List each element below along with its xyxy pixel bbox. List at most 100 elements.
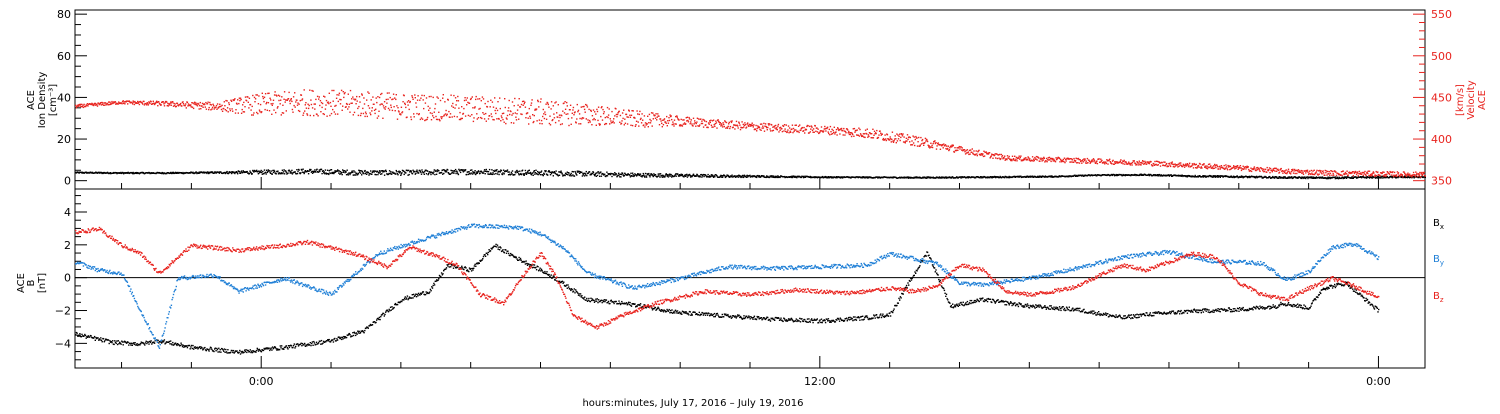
data-point bbox=[906, 140, 907, 141]
data-point bbox=[995, 157, 996, 158]
data-point bbox=[387, 92, 388, 93]
data-point bbox=[935, 142, 936, 143]
data-point bbox=[391, 173, 392, 174]
data-point bbox=[286, 110, 287, 111]
data-point bbox=[671, 119, 672, 120]
data-point bbox=[417, 100, 418, 101]
data-point bbox=[598, 171, 599, 172]
data-point bbox=[397, 119, 398, 120]
data-point bbox=[571, 173, 572, 174]
data-point bbox=[571, 124, 572, 125]
data-point bbox=[200, 108, 201, 109]
data-point bbox=[989, 152, 990, 153]
data-point bbox=[743, 177, 744, 178]
data-point bbox=[433, 171, 434, 172]
data-point bbox=[473, 117, 474, 118]
data-point bbox=[1081, 163, 1082, 164]
data-point bbox=[450, 173, 451, 174]
data-point bbox=[920, 137, 921, 138]
data-point bbox=[215, 107, 216, 108]
data-point bbox=[191, 106, 192, 107]
data-point bbox=[1073, 158, 1074, 159]
data-point bbox=[890, 136, 891, 137]
data-point bbox=[1169, 163, 1170, 164]
data-point bbox=[924, 142, 925, 143]
data-point bbox=[918, 137, 919, 138]
data-point bbox=[234, 98, 235, 99]
data-point bbox=[701, 121, 702, 122]
data-point bbox=[792, 177, 793, 178]
data-point bbox=[543, 175, 544, 176]
data-point bbox=[650, 122, 651, 123]
data-point bbox=[1044, 158, 1045, 159]
data-point bbox=[657, 117, 658, 118]
data-point bbox=[428, 173, 429, 174]
data-point bbox=[811, 127, 812, 128]
data-point bbox=[102, 102, 103, 103]
data-point bbox=[541, 123, 542, 124]
data-point bbox=[101, 340, 102, 341]
data-point bbox=[649, 176, 650, 177]
data-point bbox=[543, 109, 544, 110]
data-point bbox=[652, 112, 653, 113]
data-point bbox=[328, 103, 329, 104]
data-point bbox=[187, 102, 188, 103]
data-point bbox=[412, 99, 413, 100]
data-point bbox=[713, 177, 714, 178]
data-point bbox=[873, 137, 874, 138]
data-point bbox=[632, 173, 633, 174]
data-point bbox=[826, 128, 827, 129]
data-point bbox=[700, 118, 701, 119]
data-point bbox=[734, 175, 735, 176]
data-point bbox=[269, 98, 270, 99]
top-right-tick-label: 450 bbox=[1431, 91, 1452, 104]
data-point bbox=[1236, 167, 1237, 168]
data-point bbox=[440, 100, 441, 101]
data-point bbox=[444, 101, 445, 102]
data-point bbox=[829, 129, 830, 130]
data-point bbox=[542, 116, 543, 117]
data-point bbox=[389, 109, 390, 110]
data-point bbox=[1237, 165, 1238, 166]
data-point bbox=[968, 151, 969, 152]
data-point bbox=[706, 121, 707, 122]
data-point bbox=[169, 104, 170, 105]
data-point bbox=[534, 170, 535, 171]
data-point bbox=[610, 118, 611, 119]
data-point bbox=[352, 96, 353, 97]
data-point bbox=[525, 107, 526, 108]
data-point bbox=[897, 134, 898, 135]
data-point bbox=[655, 174, 656, 175]
data-point bbox=[342, 106, 343, 107]
data-point bbox=[1341, 171, 1342, 172]
data-point bbox=[620, 115, 621, 116]
top-right-tick-label: 550 bbox=[1431, 8, 1452, 21]
data-point bbox=[219, 173, 220, 174]
data-point bbox=[251, 114, 252, 115]
data-point bbox=[366, 174, 367, 175]
data-point bbox=[425, 102, 426, 103]
data-point bbox=[640, 118, 641, 119]
data-point bbox=[317, 96, 318, 97]
data-point bbox=[1310, 174, 1311, 175]
data-point bbox=[795, 129, 796, 130]
data-point bbox=[676, 176, 677, 177]
data-point bbox=[828, 131, 829, 132]
data-point bbox=[188, 103, 189, 104]
data-point bbox=[509, 114, 510, 115]
data-point bbox=[412, 170, 413, 171]
data-point bbox=[231, 108, 232, 109]
data-point bbox=[529, 170, 530, 171]
data-point bbox=[697, 174, 698, 175]
data-point bbox=[657, 113, 658, 114]
data-point bbox=[1364, 173, 1365, 174]
x-tick-label: 0:00 bbox=[1366, 375, 1391, 388]
data-point bbox=[543, 113, 544, 114]
data-point bbox=[646, 176, 647, 177]
data-point bbox=[290, 171, 291, 172]
data-point bbox=[1130, 164, 1131, 165]
data-point bbox=[512, 170, 513, 171]
data-point bbox=[722, 126, 723, 127]
data-point bbox=[1000, 158, 1001, 159]
data-point bbox=[779, 177, 780, 178]
